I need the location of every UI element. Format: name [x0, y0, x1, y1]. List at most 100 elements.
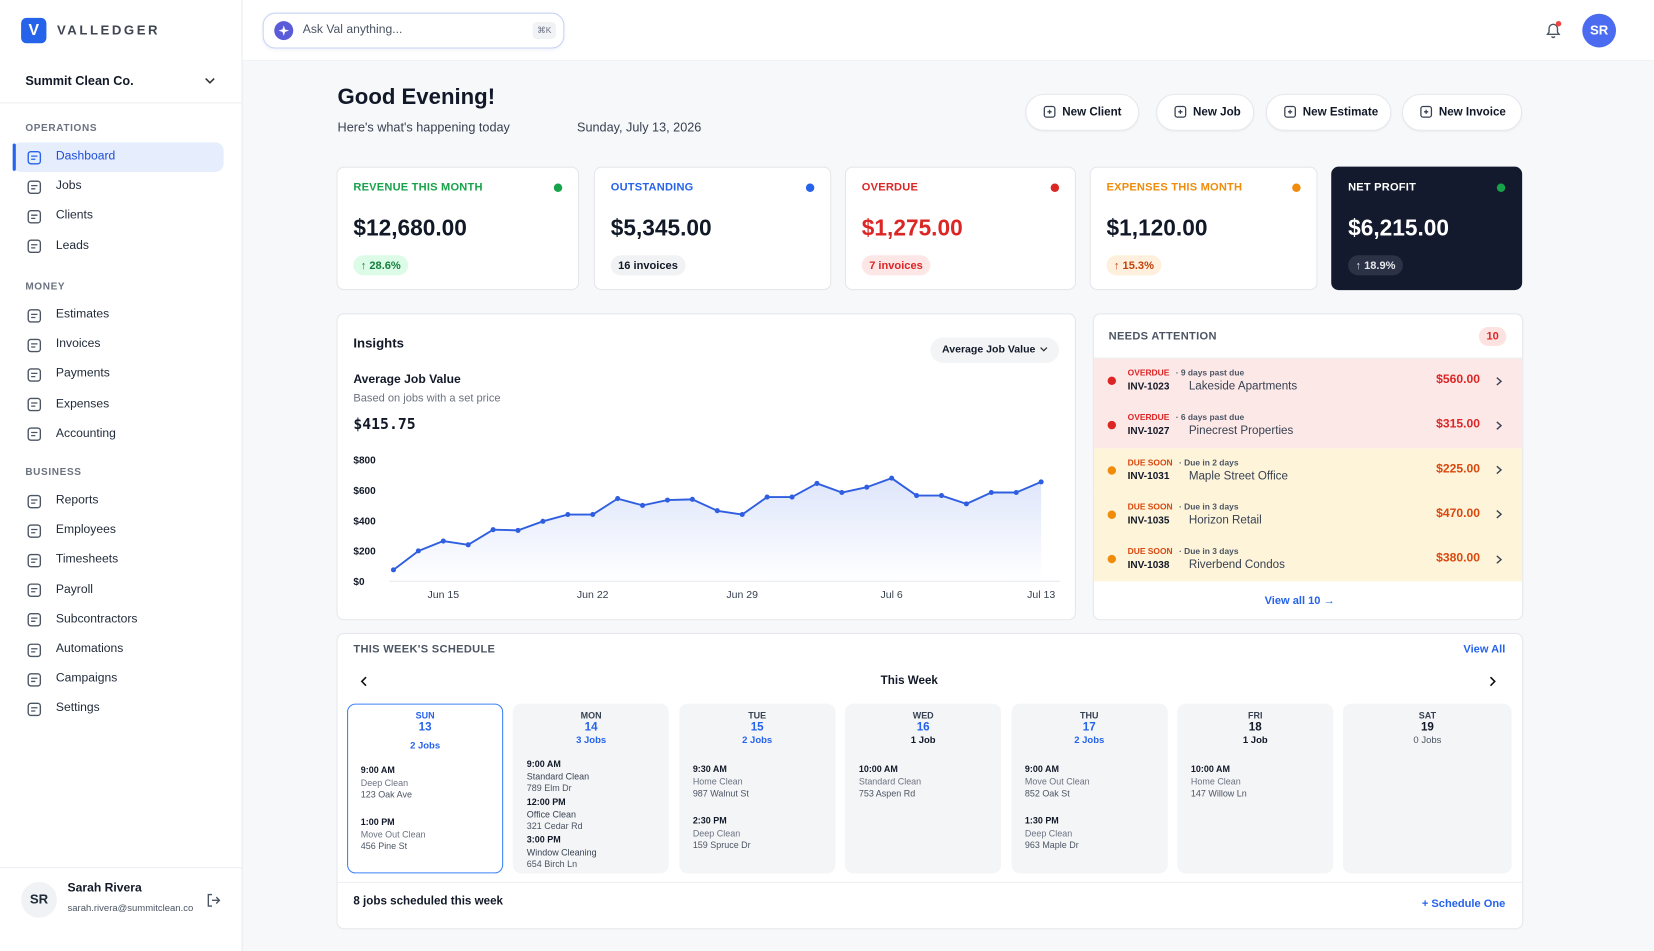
- point: [689, 496, 695, 502]
- nav-icon[interactable]: [27, 494, 42, 508]
- row-chevron[interactable]: [1496, 376, 1503, 386]
- nav-item[interactable]: Payments: [55, 367, 110, 381]
- row-chevron[interactable]: [1496, 555, 1503, 564]
- nav-item[interactable]: Clients: [55, 209, 93, 223]
- day-column[interactable]: [679, 703, 836, 874]
- invoice-id: INV-1031: [1127, 470, 1170, 482]
- nav-item[interactable]: Jobs: [55, 179, 82, 193]
- job-count: 0 Jobs: [1413, 734, 1442, 746]
- day-column[interactable]: [1011, 703, 1168, 874]
- view-all-link[interactable]: View all 10 →: [1264, 594, 1335, 608]
- nav-item[interactable]: Settings: [55, 701, 100, 715]
- x-tick-label: Jun 15: [427, 589, 459, 601]
- nav-item[interactable]: Employees: [55, 523, 116, 537]
- invoice-id: INV-1027: [1127, 425, 1170, 438]
- nav-item[interactable]: Invoices: [55, 337, 101, 351]
- action-button[interactable]: [1156, 93, 1255, 131]
- logout-icon[interactable]: [207, 893, 221, 907]
- day-date: 14: [584, 720, 598, 734]
- week-label: This Week: [880, 674, 938, 688]
- job-address: 987 Walnut St: [692, 787, 749, 799]
- nav-icon[interactable]: [27, 397, 42, 412]
- point: [914, 493, 920, 499]
- job-time: 9:00 AM: [526, 758, 561, 769]
- nav-icon[interactable]: [27, 180, 42, 194]
- day-column[interactable]: [513, 703, 670, 874]
- nav-icon[interactable]: [27, 672, 42, 687]
- job-type: Standard Clean: [858, 775, 922, 787]
- nav-icon[interactable]: [27, 524, 42, 538]
- action-label[interactable]: New Invoice: [1438, 105, 1506, 119]
- status-label: DUE SOON: [1127, 502, 1173, 512]
- nav-icon[interactable]: [27, 308, 42, 323]
- metric-dropdown[interactable]: [930, 337, 1060, 363]
- schedule-footer: 8 jobs scheduled this week: [353, 894, 503, 908]
- schedule-action[interactable]: + Schedule One: [1421, 897, 1506, 911]
- company-name[interactable]: Summit Clean Co.: [25, 73, 134, 89]
- dropdown-label[interactable]: Average Job Value: [941, 343, 1036, 356]
- nav-icon[interactable]: [27, 613, 42, 627]
- nav-item[interactable]: Leads: [55, 239, 89, 252]
- day-column[interactable]: [347, 703, 504, 874]
- nav-item[interactable]: Payroll: [55, 583, 93, 596]
- nav-icon[interactable]: [27, 150, 42, 164]
- dropdown-chevron[interactable]: [1040, 347, 1048, 352]
- attention-row[interactable]: [1093, 492, 1523, 538]
- client-name: Horizon Retail: [1188, 514, 1262, 527]
- action-label[interactable]: New Job: [1193, 105, 1241, 119]
- day-column[interactable]: [1343, 703, 1512, 874]
- divider: [0, 102, 242, 104]
- nav-icon[interactable]: [27, 338, 42, 352]
- nav-item[interactable]: Dashboard: [55, 149, 116, 163]
- nav-icon[interactable]: [27, 643, 42, 657]
- nav-item[interactable]: Accounting: [55, 427, 116, 440]
- nav-item[interactable]: Subcontractors: [55, 612, 138, 626]
- nav-item[interactable]: Campaigns: [55, 672, 118, 685]
- attention-row[interactable]: [1093, 537, 1523, 582]
- action-label[interactable]: New Estimate: [1302, 105, 1379, 119]
- point: [889, 475, 895, 481]
- nav-icon[interactable]: [27, 583, 42, 598]
- nav-item[interactable]: Estimates: [55, 308, 110, 321]
- top-avatar[interactable]: SR: [1582, 13, 1617, 48]
- nav-item[interactable]: Automations: [55, 642, 124, 656]
- nav-item[interactable]: Expenses: [55, 397, 110, 411]
- job-address: 654 Birch Ln: [526, 858, 578, 870]
- bell-icon[interactable]: [1545, 20, 1562, 39]
- button-icon: [1420, 105, 1433, 118]
- row-chevron[interactable]: [1496, 510, 1503, 519]
- nav-icon[interactable]: [27, 209, 42, 224]
- nav-item[interactable]: Timesheets: [55, 553, 119, 566]
- nav-item[interactable]: Reports: [55, 493, 99, 507]
- nav-icon[interactable]: [27, 239, 42, 254]
- kpi-value: $5,345.00: [610, 215, 712, 241]
- next-week[interactable]: [1489, 676, 1496, 687]
- search-placeholder[interactable]: Ask Val anything...: [302, 23, 403, 36]
- x-tick-label: Jul 13: [1027, 589, 1055, 601]
- day-column[interactable]: [845, 703, 1002, 874]
- status-note: · Due in 3 days: [1178, 502, 1239, 512]
- row-chevron[interactable]: [1496, 465, 1503, 475]
- kpi-label: NET PROFIT: [1348, 181, 1417, 194]
- point: [789, 494, 795, 500]
- attention-row[interactable]: [1093, 358, 1523, 404]
- attention-row[interactable]: [1093, 447, 1523, 493]
- prev-week[interactable]: [360, 676, 367, 687]
- nav-icon[interactable]: [27, 702, 42, 717]
- nav-icon[interactable]: [27, 427, 42, 442]
- row-chevron[interactable]: [1496, 421, 1503, 430]
- day-name: SAT: [1418, 709, 1437, 721]
- kpi-label: OVERDUE: [861, 181, 919, 194]
- nav-icon[interactable]: [27, 553, 42, 568]
- job-type: Move Out Clean: [1024, 775, 1090, 787]
- chevron-down[interactable]: [205, 77, 216, 85]
- action-button[interactable]: [1265, 93, 1392, 131]
- action-button[interactable]: [1401, 93, 1523, 131]
- search-box[interactable]: [262, 12, 565, 49]
- attention-row[interactable]: [1093, 403, 1523, 448]
- nav-icon[interactable]: [27, 368, 42, 382]
- job-address: 753 Aspen Rd: [858, 787, 916, 799]
- action-label[interactable]: New Client: [1062, 105, 1122, 119]
- day-column[interactable]: [1177, 703, 1334, 874]
- schedule-view-all[interactable]: View All: [1463, 643, 1506, 656]
